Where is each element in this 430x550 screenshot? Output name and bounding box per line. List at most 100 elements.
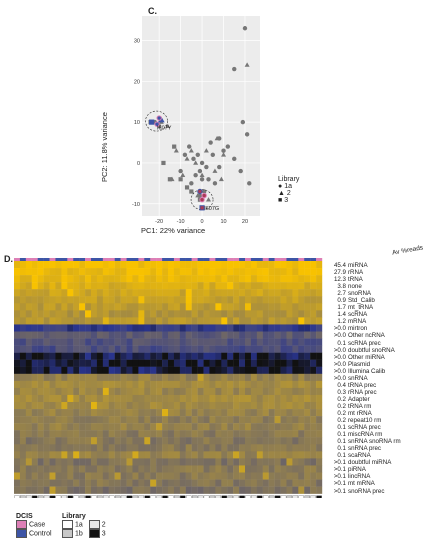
heatmap-cell <box>292 465 298 472</box>
dcis-cell <box>79 258 85 261</box>
heatmap-cell <box>67 303 73 310</box>
heatmap-cell <box>204 374 210 381</box>
heatmap-cell <box>73 360 79 367</box>
heatmap-cell <box>221 480 227 487</box>
heatmap-cell <box>138 303 144 310</box>
heatmap-cell <box>109 353 115 360</box>
heatmap-cell <box>115 444 121 451</box>
heatmap-cell <box>103 374 109 381</box>
heatmap-cell <box>61 458 67 465</box>
heatmap-cell <box>73 367 79 374</box>
heatmap-cell <box>144 402 150 409</box>
heatmap-cell <box>209 339 215 346</box>
row-label: miRNA <box>348 262 401 269</box>
heatmap-cell <box>26 388 32 395</box>
heatmap-cell <box>204 268 210 275</box>
heatmap-cell <box>233 289 239 296</box>
row-percent: 0.3 <box>322 389 346 396</box>
heatmap-cell <box>79 388 85 395</box>
heatmap-cell <box>162 367 168 374</box>
heatmap-cell <box>150 289 156 296</box>
heatmap-cell <box>180 444 186 451</box>
heatmap-cell <box>20 423 26 430</box>
heatmap-cell <box>20 451 26 458</box>
heatmap-cell <box>221 296 227 303</box>
heatmap-cell <box>233 430 239 437</box>
heatmap-cell <box>215 367 221 374</box>
heatmap-cell <box>286 423 292 430</box>
heatmap-cell <box>233 465 239 472</box>
heatmap-cell <box>245 395 251 402</box>
heatmap-cell <box>174 423 180 430</box>
heatmap-cell <box>286 388 292 395</box>
dcis-cell <box>239 258 245 261</box>
heatmap-cell <box>20 332 26 339</box>
row-percent: 1.4 <box>322 311 346 318</box>
heatmap-cell <box>144 324 150 331</box>
heatmap-cell <box>204 402 210 409</box>
heatmap-cell <box>257 381 263 388</box>
heatmap-cell <box>26 282 32 289</box>
heatmap-cell <box>310 339 316 346</box>
heatmap-cell <box>55 458 61 465</box>
heatmap-cell <box>263 353 269 360</box>
heatmap-cell <box>103 353 109 360</box>
heatmap-cell <box>91 465 97 472</box>
heatmap-cell <box>251 465 257 472</box>
heatmap-cell <box>132 346 138 353</box>
heatmap-cell <box>275 381 281 388</box>
heatmap-cell <box>233 353 239 360</box>
heatmap-cell <box>215 388 221 395</box>
heatmap-cell <box>198 430 204 437</box>
heatmap-cell <box>85 487 91 494</box>
heatmap-cell <box>32 374 38 381</box>
heatmap-cell <box>180 381 186 388</box>
heatmap-cell <box>121 346 127 353</box>
heatmap-cell <box>281 395 287 402</box>
heatmap-cell <box>275 275 281 282</box>
heatmap-cell <box>198 409 204 416</box>
heatmap-cell <box>127 465 133 472</box>
heatmap-cell <box>132 282 138 289</box>
dcis-cell <box>97 258 103 261</box>
heatmap-cell <box>115 296 121 303</box>
heatmap-cell <box>168 317 174 324</box>
heatmap-cell <box>239 282 245 289</box>
heatmap-cell <box>168 310 174 317</box>
heatmap-cell <box>227 374 233 381</box>
heatmap-cell <box>233 324 239 331</box>
heatmap-cell <box>109 381 115 388</box>
heatmap-cell <box>215 430 221 437</box>
heatmap-cell <box>121 324 127 331</box>
library-cell <box>103 496 108 498</box>
control-swatch <box>16 529 27 538</box>
heatmap-cell <box>186 374 192 381</box>
heatmap-cell <box>26 324 32 331</box>
heatmap-cell <box>79 332 85 339</box>
heatmap-cell <box>85 402 91 409</box>
heatmap-cell <box>275 353 281 360</box>
heatmap-cell <box>186 416 192 423</box>
heatmap-cell <box>292 487 298 494</box>
heatmap-cell <box>286 339 292 346</box>
heatmap-cell <box>227 282 233 289</box>
heatmap-cell <box>168 289 174 296</box>
heatmap-cell <box>298 388 304 395</box>
heatmap-cell <box>38 282 44 289</box>
heatmap-cell <box>215 437 221 444</box>
heatmap-cell <box>44 261 50 268</box>
heatmap-cell <box>192 416 198 423</box>
heatmap-cell <box>121 261 127 268</box>
dcis-cell <box>204 258 210 261</box>
heatmap-cell <box>251 360 257 367</box>
heatmap-cell <box>20 480 26 487</box>
heatmap-cell <box>162 458 168 465</box>
heatmap-cell <box>156 289 162 296</box>
heatmap-cell <box>44 374 50 381</box>
row-label: Illumina Calib <box>348 368 401 375</box>
heatmap-cell <box>269 388 275 395</box>
heatmap-cell <box>186 268 192 275</box>
heatmap-cell <box>127 480 133 487</box>
heatmap-cell <box>55 430 61 437</box>
heatmap-cell <box>73 353 79 360</box>
